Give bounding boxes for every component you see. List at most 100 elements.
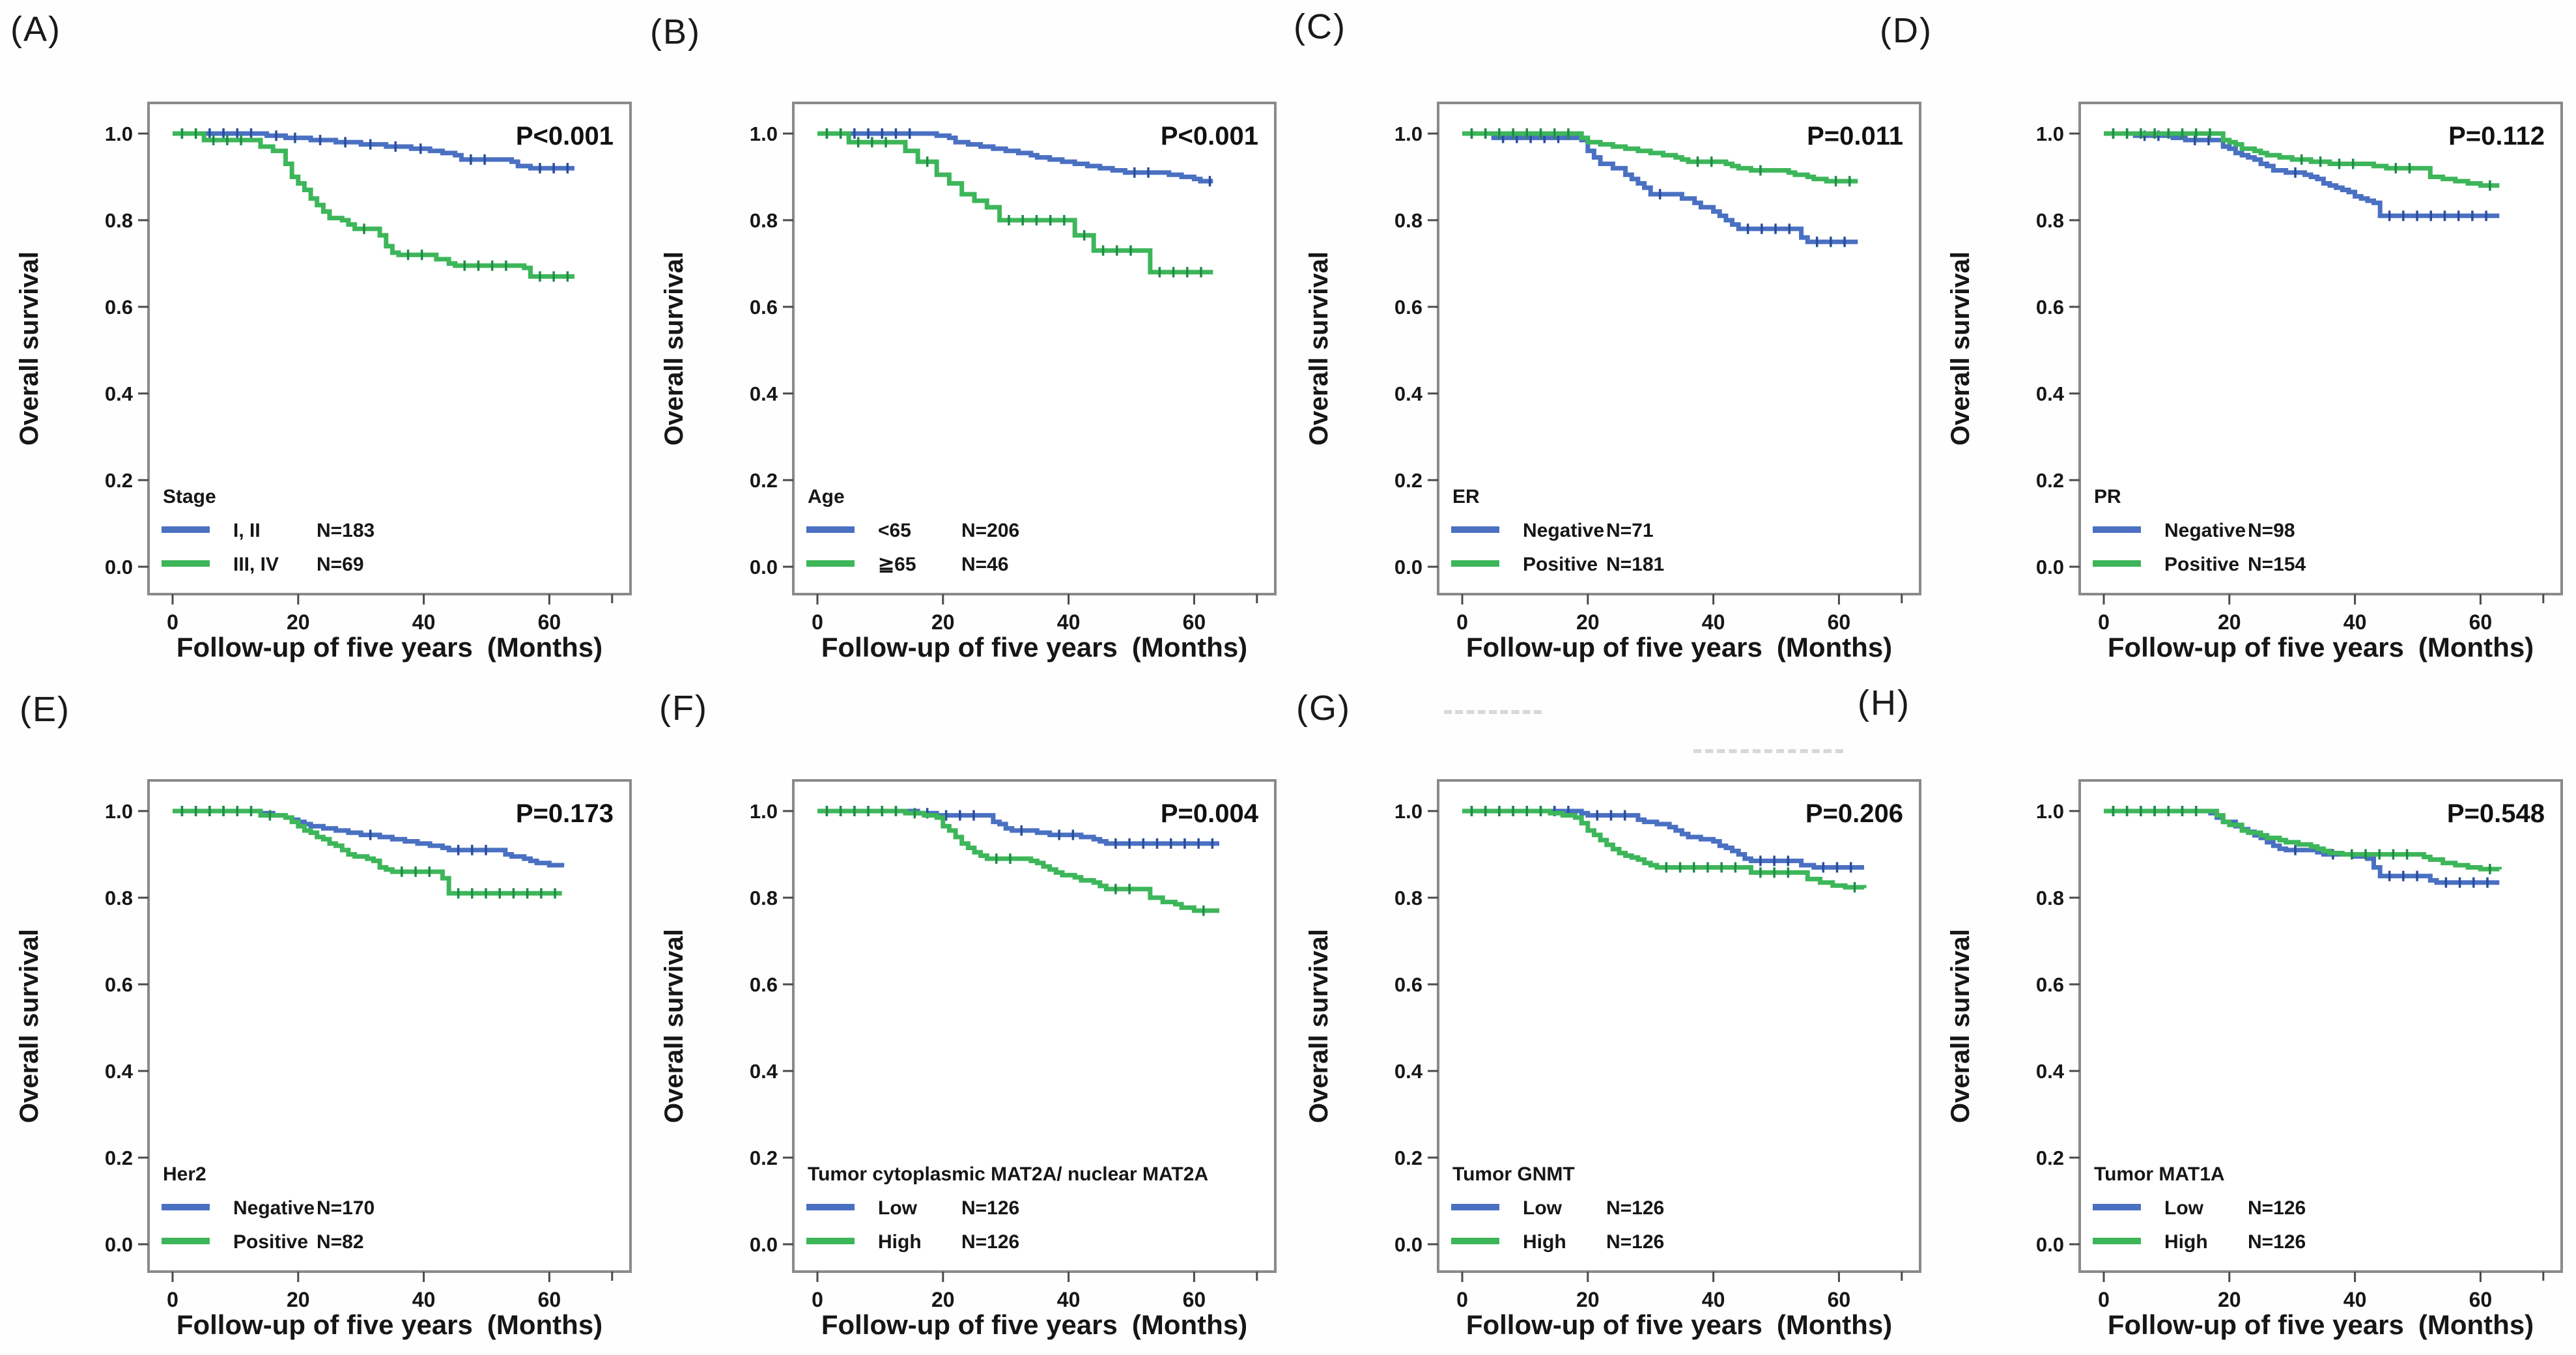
x-tick-label: 40 — [412, 610, 436, 634]
legend-series-n: N=183 — [317, 520, 375, 541]
y-tick-label: 0.4 — [105, 382, 134, 405]
y-tick-label: 0.0 — [2036, 1233, 2064, 1256]
p-value: P=0.112 — [2448, 122, 2545, 150]
legend-title: Tumor MAT1A — [2094, 1163, 2225, 1185]
legend-series-n: N=154 — [2248, 554, 2306, 575]
panel-label-b: (B) — [650, 12, 701, 51]
legend-series-name: Positive — [233, 1231, 308, 1253]
km-panel-e: 1.0 0.8 0.6 0.4 0.2 0.0 0 20 40 60 Overall surviva… — [0, 678, 645, 1355]
legend-series-name: High — [878, 1231, 922, 1253]
y-axis-title: Overall survival — [660, 929, 688, 1123]
legend-title: Her2 — [163, 1163, 206, 1185]
km-plot-f: 1.0 0.8 0.6 0.4 0.2 0.0 0 20 40 60 Overall surviva… — [660, 779, 1277, 1340]
y-tick-label: 0.0 — [105, 1233, 133, 1256]
x-axis-title: Follow-up of five years (Months) — [2108, 632, 2534, 663]
x-tick-label: 0 — [1456, 610, 1468, 634]
p-value: P=0.173 — [516, 799, 614, 828]
legend-series-n: N=98 — [2248, 520, 2295, 541]
y-tick-label: 0.4 — [750, 382, 778, 405]
legend-series-n: N=126 — [961, 1231, 1019, 1253]
x-tick-label: 60 — [1828, 1288, 1851, 1311]
x-tick-label: 60 — [538, 610, 561, 634]
legend-series-n: N=181 — [1606, 554, 1664, 575]
x-tick-label: 60 — [1183, 1288, 1206, 1311]
km-plot-b: 1.0 0.8 0.6 0.4 0.2 0.0 0 20 40 60 Overall surviva… — [660, 102, 1277, 663]
km-panel-b: 1.0 0.8 0.6 0.4 0.2 0.0 0 20 40 60 Overall surviva… — [645, 0, 1290, 678]
p-value: P=0.004 — [1161, 799, 1259, 828]
y-tick-label: 0.6 — [1394, 973, 1422, 996]
panel-label-a: (A) — [10, 10, 61, 49]
y-tick-label: 0.4 — [105, 1060, 134, 1083]
legend-series-n: N=170 — [317, 1197, 375, 1219]
legend-series-name: Low — [878, 1197, 918, 1219]
y-tick-label: 0.6 — [750, 296, 778, 319]
y-tick-label: 0.6 — [1394, 296, 1422, 319]
y-tick-label: 0.0 — [105, 556, 133, 578]
km-plot-d: 1.0 0.8 0.6 0.4 0.2 0.0 0 20 40 60 Overall surviva… — [1946, 102, 2563, 663]
plot-box — [1437, 102, 1921, 595]
legend-series-name: I, II — [233, 520, 261, 541]
km-curve-green — [1462, 808, 1867, 890]
x-axis-title: Follow-up of five years (Months) — [1466, 1309, 1892, 1340]
x-tick-label: 40 — [2343, 1288, 2367, 1311]
y-tick-label: 0.4 — [750, 1060, 778, 1083]
x-tick-label: 20 — [1576, 1288, 1600, 1311]
x-tick-label: 20 — [2218, 610, 2241, 634]
x-tick-label: 0 — [167, 610, 178, 634]
km-plot-h: 1.0 0.8 0.6 0.4 0.2 0.0 0 20 40 60 Overall surviva… — [1946, 779, 2563, 1340]
x-tick-label: 40 — [2343, 610, 2367, 634]
km-panel-g: 1.0 0.8 0.6 0.4 0.2 0.0 0 20 40 60 Overall surviva… — [1290, 678, 1934, 1355]
y-tick-label: 0.8 — [105, 887, 133, 909]
legend-series-name: Low — [2164, 1197, 2204, 1219]
panel-label-f: (F) — [659, 689, 708, 728]
y-tick-label: 0.2 — [1394, 1147, 1422, 1169]
km-curve-green — [817, 808, 1219, 913]
y-tick-label: 0.6 — [750, 973, 778, 996]
y-tick-label: 0.8 — [1394, 209, 1422, 232]
y-tick-label: 0.2 — [1394, 469, 1422, 492]
legend-series-name: High — [1523, 1231, 1566, 1253]
y-tick-label: 0.6 — [2036, 296, 2064, 319]
x-tick-label: 40 — [1057, 610, 1081, 634]
plot-box — [147, 779, 632, 1273]
y-tick-label: 0.4 — [2036, 1060, 2065, 1083]
y-tick-label: 0.0 — [1394, 556, 1422, 578]
y-tick-label: 0.2 — [105, 469, 133, 492]
y-tick-label: 0.8 — [2036, 209, 2064, 232]
legend-title: Tumor cytoplasmic MAT2A/ nuclear MAT2A — [808, 1163, 1208, 1185]
x-tick-label: 20 — [287, 1288, 310, 1311]
x-axis-title: Follow-up of five years (Months) — [821, 1309, 1247, 1340]
legend-series-n: N=71 — [1606, 520, 1654, 541]
panel-label-e: (E) — [20, 690, 70, 729]
legend-series-n: N=206 — [961, 520, 1019, 541]
x-tick-label: 60 — [2469, 1288, 2493, 1311]
km-curve-green — [2104, 131, 2500, 188]
p-value: P<0.001 — [1161, 122, 1258, 150]
y-tick-label: 0.2 — [750, 469, 778, 492]
km-plot-c: 1.0 0.8 0.6 0.4 0.2 0.0 0 20 40 60 Overall surviva… — [1305, 102, 1921, 663]
plot-box — [147, 102, 632, 595]
y-tick-label: 0.2 — [2036, 469, 2064, 492]
y-tick-label: 1.0 — [750, 122, 778, 145]
x-tick-label: 0 — [812, 610, 823, 634]
legend-series-name: Positive — [1523, 554, 1598, 575]
km-plot-a: 1.0 0.8 0.6 0.4 0.2 0.0 0 20 40 60 Overall surviva… — [15, 102, 632, 663]
km-curve-green — [173, 808, 562, 896]
y-tick-label: 1.0 — [2036, 122, 2064, 145]
y-tick-label: 0.8 — [750, 887, 778, 909]
x-tick-label: 60 — [1183, 610, 1206, 634]
km-panel-c: 1.0 0.8 0.6 0.4 0.2 0.0 0 20 40 60 Overall surviva… — [1290, 0, 1934, 678]
x-tick-label: 60 — [1828, 610, 1851, 634]
y-tick-label: 0.0 — [750, 556, 778, 578]
y-axis-title: Overall survival — [15, 251, 44, 446]
km-plot-e: 1.0 0.8 0.6 0.4 0.2 0.0 0 20 40 60 Overall surviva… — [15, 779, 632, 1340]
y-tick-label: 0.4 — [2036, 382, 2065, 405]
plot-box — [1437, 779, 1921, 1273]
y-axis-title: Overall survival — [1946, 251, 1975, 446]
y-axis-title: Overall survival — [1305, 251, 1333, 446]
x-tick-label: 20 — [931, 610, 955, 634]
y-tick-label: 0.0 — [750, 1233, 778, 1256]
y-tick-label: 1.0 — [105, 122, 133, 145]
x-axis-title: Follow-up of five years (Months) — [1466, 632, 1892, 663]
